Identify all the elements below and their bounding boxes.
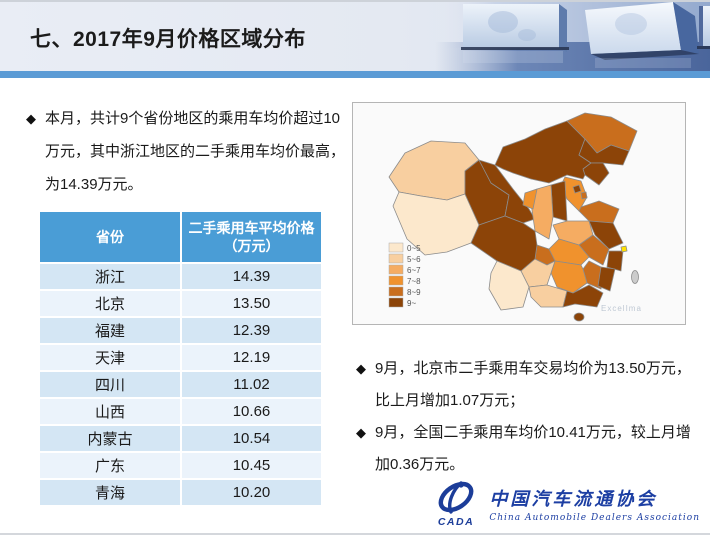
- province-shapes: [388, 112, 639, 322]
- legend-swatch: [388, 253, 404, 264]
- intro-bullet: ◆ 本月，共计9个省份地区的乘用车均价超过10万元，其中浙江地区的二手乘用车均价…: [26, 102, 348, 201]
- table-header-row: 省份 二手乘用车平均价格（万元）: [40, 212, 321, 262]
- bullet-national: ◆ 9月，全国二手乘用车均价10.41万元，较上月增加0.36万元。: [356, 417, 696, 481]
- page-title: 七、2017年9月价格区域分布: [30, 28, 306, 51]
- price-cell: 10.20: [182, 480, 321, 505]
- logo-names: 中国汽车流通协会 China Automobile Dealers Associ…: [489, 485, 700, 523]
- legend-swatch: [388, 286, 404, 297]
- table-row: 浙江 14.39: [40, 264, 321, 289]
- province-fujian: [597, 266, 616, 292]
- province-cell: 福建: [40, 318, 180, 343]
- province-price-table: 省份 二手乘用车平均价格（万元） 浙江 14.39 北京 13.50 福建 12…: [38, 210, 323, 507]
- province-sichuan: [470, 215, 538, 272]
- province-liaoning: [582, 162, 610, 186]
- table-row: 广东 10.45: [40, 453, 321, 478]
- cube-left: [461, 4, 569, 63]
- map-watermark: ExcelIma: [601, 304, 642, 313]
- price-cell: 10.54: [182, 426, 321, 451]
- col-header-province: 省份: [40, 212, 180, 262]
- bullet-beijing: ◆ 9月，北京市二手乘用车交易均价为13.50万元，比上月增加1.07万元；: [356, 353, 696, 417]
- province-hunan: [550, 260, 588, 294]
- province-anhui: [578, 234, 610, 266]
- table-row: 四川 11.02: [40, 372, 321, 397]
- city-shanghai: [620, 245, 628, 253]
- intro-text: 本月，共计9个省份地区的乘用车均价超过10万元，其中浙江地区的二手乘用车均价最高…: [45, 110, 346, 193]
- diamond-bullet-icon: ◆: [356, 425, 366, 440]
- cada-abbr: CADA: [438, 516, 474, 528]
- bullet-national-text: 9月，全国二手乘用车均价10.41万元，较上月增加0.36万元。: [375, 424, 691, 473]
- province-cell: 内蒙古: [40, 426, 180, 451]
- table-row: 北京 13.50: [40, 291, 321, 316]
- table-row: 福建 12.39: [40, 318, 321, 343]
- cada-emblem-icon: CADA: [438, 481, 474, 528]
- header-bar: 七、2017年9月价格区域分布: [0, 2, 710, 71]
- logo-name-en: China Automobile Dealers Association: [489, 513, 700, 523]
- province-taiwan: [631, 270, 639, 284]
- province-cell: 北京: [40, 291, 180, 316]
- legend-swatch: [388, 242, 404, 253]
- china-choropleth-map: 0~5 5~6 6~7 7~8 8~9 9~ ExcelIma: [353, 103, 685, 324]
- china-price-map-panel: 0~5 5~6 6~7 7~8 8~9 9~ ExcelIma: [352, 102, 686, 325]
- province-yunnan: [488, 260, 530, 311]
- legend-label: 6~7: [407, 266, 421, 275]
- table-row: 青海 10.20: [40, 480, 321, 505]
- legend-label: 0~5: [407, 244, 421, 253]
- province-shanxi: [550, 180, 568, 222]
- price-cell: 11.02: [182, 372, 321, 397]
- province-gansu: [478, 159, 536, 224]
- price-cell: 10.45: [182, 453, 321, 478]
- header-divider-line: [0, 71, 710, 78]
- table-row: 山西 10.66: [40, 399, 321, 424]
- legend-label: 9~: [407, 299, 416, 308]
- province-jiangsu: [588, 220, 624, 250]
- diamond-bullet-icon: ◆: [26, 111, 36, 126]
- province-tianjin: [580, 191, 588, 200]
- legend-swatch: [388, 297, 404, 308]
- cada-logo: CADA 中国汽车流通协会 China Automobile Dealers A…: [430, 480, 700, 528]
- cube-center: [585, 2, 699, 68]
- legend-label: 5~6: [407, 255, 421, 264]
- price-cell: 12.39: [182, 318, 321, 343]
- province-cell: 青海: [40, 480, 180, 505]
- table-row: 内蒙古 10.54: [40, 426, 321, 451]
- table-row: 天津 12.19: [40, 345, 321, 370]
- legend-swatch: [388, 264, 404, 275]
- province-cell: 天津: [40, 345, 180, 370]
- legend-swatch: [388, 275, 404, 286]
- province-guangdong: [562, 284, 604, 308]
- province-hainan: [573, 312, 585, 322]
- bullet-beijing-text: 9月，北京市二手乘用车交易均价为13.50万元，比上月增加1.07万元；: [375, 360, 691, 409]
- province-cell: 山西: [40, 399, 180, 424]
- price-cell: 12.19: [182, 345, 321, 370]
- map-legend: 0~5 5~6 6~7 7~8 8~9 9~: [388, 242, 421, 308]
- legend-label: 8~9: [407, 288, 421, 297]
- province-cell: 浙江: [40, 264, 180, 289]
- price-cell: 13.50: [182, 291, 321, 316]
- legend-label: 7~8: [407, 277, 421, 286]
- diamond-bullet-icon: ◆: [356, 361, 366, 376]
- province-beijing: [572, 184, 582, 194]
- header-cubes-graphic: [435, 2, 710, 71]
- province-cell: 广东: [40, 453, 180, 478]
- logo-name-cn: 中国汽车流通协会: [489, 489, 658, 510]
- summary-bullets: ◆ 9月，北京市二手乘用车交易均价为13.50万元，比上月增加1.07万元； ◆…: [356, 353, 696, 481]
- price-cell: 14.39: [182, 264, 321, 289]
- province-cell: 四川: [40, 372, 180, 397]
- province-zhejiang: [606, 250, 624, 272]
- col-header-price: 二手乘用车平均价格（万元）: [182, 212, 321, 262]
- province-jilin: [578, 138, 630, 166]
- province-ningxia: [522, 188, 538, 210]
- price-cell: 10.66: [182, 399, 321, 424]
- cube-right: [697, 6, 710, 49]
